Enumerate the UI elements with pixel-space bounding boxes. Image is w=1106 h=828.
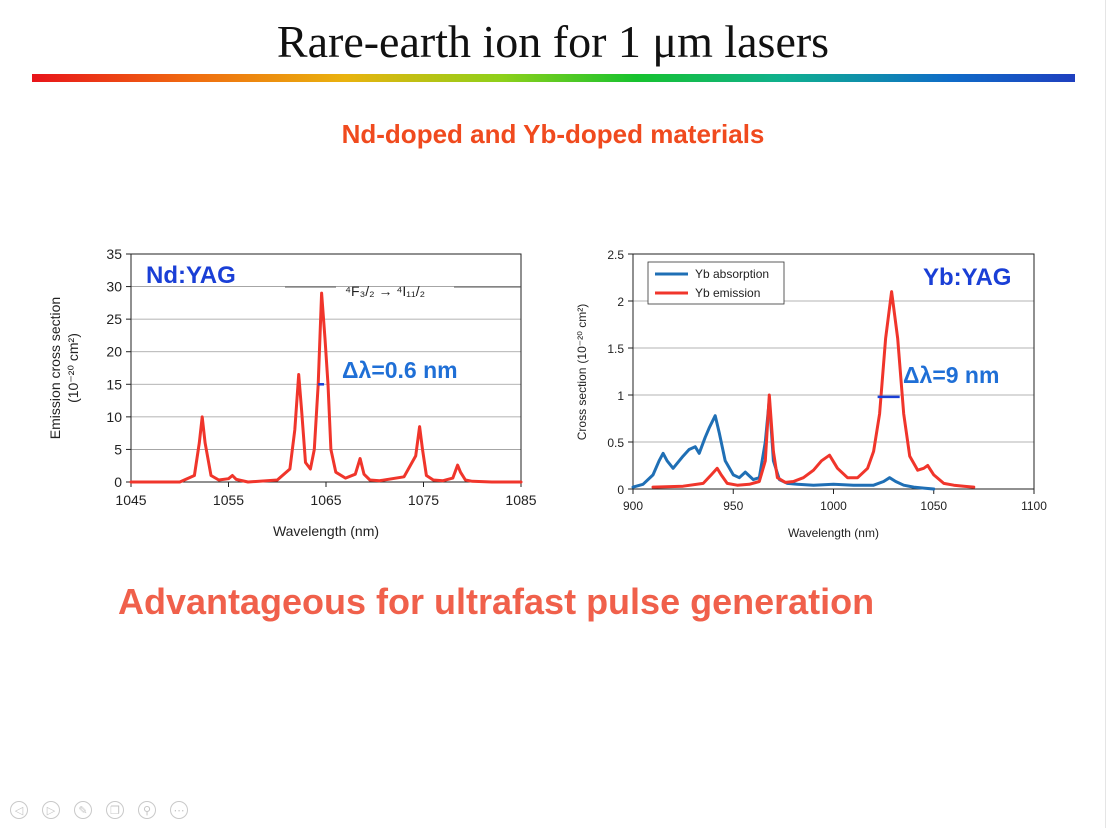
legend-label-emission: Yb emission	[695, 286, 760, 300]
yb-yag-label: Yb:YAG	[923, 264, 1011, 291]
transition-label: ⁴F₃/₂ → ⁴I₁₁/₂	[345, 283, 425, 299]
y-tick-label: 2.5	[607, 248, 624, 262]
x-tick-label: 1045	[115, 492, 146, 508]
nd-yag-label: Nd:YAG	[146, 262, 236, 289]
series-line-0	[631, 398, 936, 491]
chart-yb-yag-yticks: 0 0.5 1 1.5 2 2.5	[607, 248, 633, 497]
chart-nd-yag: 0 5 10 15 20 25 30 35 1045 1055 1065 1075 1085 Nd:Y…	[47, 246, 537, 539]
x-tick-label: 1065	[310, 492, 341, 508]
x-tick-label: 1000	[820, 499, 847, 513]
pen-icon[interactable]: ✎	[74, 801, 92, 819]
y-tick-label: 15	[106, 376, 122, 392]
chart-yb-yag-xticks: 900 950 1000 1050 1100	[623, 489, 1047, 513]
more-icon[interactable]: ⋯	[170, 801, 188, 819]
chart-nd-yag-series	[129, 291, 523, 484]
nd-linewidth-label: Δλ=0.6 nm	[342, 357, 458, 383]
chart-yb-yag: 0 0.5 1 1.5 2 2.5 900 950 1000 1050 1100 Yb:YAG Δ…	[575, 248, 1047, 540]
y-tick-label: 1	[617, 389, 624, 403]
nd-y-axis-label: Emission cross section	[47, 297, 63, 439]
y-tick-label: 0	[617, 483, 624, 497]
slide-title: Rare-earth ion for 1 μm lasers	[276, 16, 830, 67]
copy-icon[interactable]: ❐	[106, 801, 124, 819]
x-tick-label: 900	[623, 499, 643, 513]
nd-x-axis-label: Wavelength (nm)	[273, 523, 379, 539]
yb-linewidth-label: Δλ=9 nm	[903, 362, 999, 388]
x-tick-label: 1085	[505, 492, 536, 508]
chart-yb-legend: Yb absorption Yb emission	[647, 261, 785, 305]
yb-x-axis-label: Wavelength (nm)	[788, 526, 879, 540]
yb-y-axis-label: Cross section (10⁻²⁰ cm²)	[575, 304, 589, 441]
legend-box	[647, 261, 785, 305]
x-tick-label: 1050	[920, 499, 947, 513]
prev-icon[interactable]: ◁	[10, 801, 28, 819]
series-line-1	[651, 290, 976, 489]
y-tick-label: 5	[114, 441, 122, 457]
y-tick-label: 35	[106, 246, 122, 262]
x-tick-label: 950	[723, 499, 743, 513]
zoom-icon[interactable]: ⚲	[138, 801, 156, 819]
y-tick-label: 0	[114, 474, 122, 490]
x-tick-label: 1055	[213, 492, 244, 508]
y-tick-label: 20	[106, 344, 122, 360]
y-tick-label: 1.5	[607, 342, 624, 356]
chart-yb-yag-series	[631, 290, 976, 491]
x-tick-label: 1075	[408, 492, 439, 508]
play-icon[interactable]: ▷	[42, 801, 60, 819]
chart-nd-yag-yticks: 0 5 10 15 20 25 30 35	[106, 246, 131, 490]
legend-label-absorption: Yb absorption	[695, 267, 769, 281]
y-tick-label: 25	[106, 311, 122, 327]
chart-nd-yag-xticks: 1045 1055 1065 1075 1085	[115, 482, 537, 508]
y-tick-label: 30	[106, 279, 122, 295]
y-tick-label: 2	[617, 295, 624, 309]
conclusion-text: Advantageous for ultrafast pulse generat…	[118, 581, 875, 622]
yb-y-axis-unit: (10⁻²⁰ cm²)	[575, 304, 589, 364]
y-tick-label: 0.5	[607, 436, 624, 450]
yb-y-axis-title: Cross section	[575, 368, 589, 441]
series-line-0	[129, 291, 523, 484]
rainbow-divider	[32, 74, 1075, 82]
x-tick-label: 1100	[1021, 499, 1047, 513]
y-tick-label: 10	[106, 409, 122, 425]
slide-subtitle: Nd-doped and Yb-doped materials	[341, 119, 765, 149]
nd-y-axis-unit: (10⁻²⁰ cm²)	[65, 333, 81, 403]
